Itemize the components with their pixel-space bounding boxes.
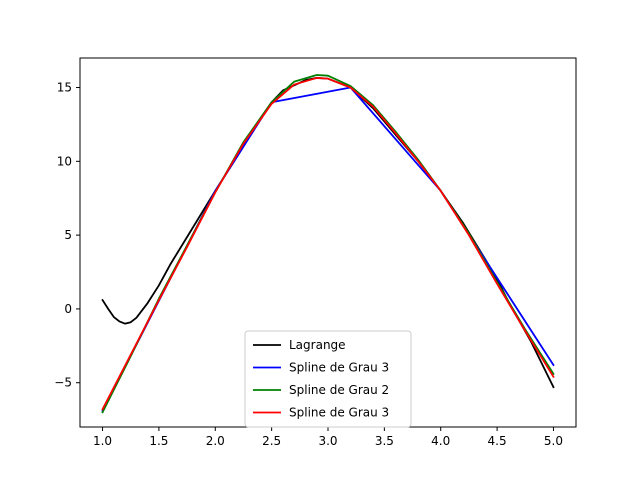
x-tick-label: 1.5 <box>149 434 168 448</box>
x-tick-label: 3.5 <box>375 434 394 448</box>
plot-area <box>101 74 555 414</box>
series-line-4 <box>101 77 555 411</box>
x-tick-label: 4.0 <box>431 434 450 448</box>
x-tick-label: 2.5 <box>262 434 281 448</box>
x-tick-label: 4.5 <box>488 434 507 448</box>
y-tick-label: 0 <box>64 302 72 316</box>
legend-label-3: Spline de Grau 2 <box>289 383 389 397</box>
legend-label-1: Lagrange <box>289 338 346 352</box>
x-tick-label: 2.0 <box>206 434 225 448</box>
y-tick-label: −5 <box>54 376 72 390</box>
x-tick-label: 3.0 <box>318 434 337 448</box>
legend-label-2: Spline de Grau 3 <box>289 361 389 375</box>
y-tick-label: 15 <box>57 81 72 95</box>
legend-label-4: Spline de Grau 3 <box>289 406 389 420</box>
legend: Lagrange Spline de Grau 3 Spline de Grau 2… <box>244 330 412 428</box>
x-tick-label: 5.0 <box>544 434 563 448</box>
x-tick-label: 1.0 <box>93 434 112 448</box>
y-tick-label: 5 <box>64 228 72 242</box>
legend-box <box>244 330 412 428</box>
y-tick-label: 10 <box>57 154 72 168</box>
